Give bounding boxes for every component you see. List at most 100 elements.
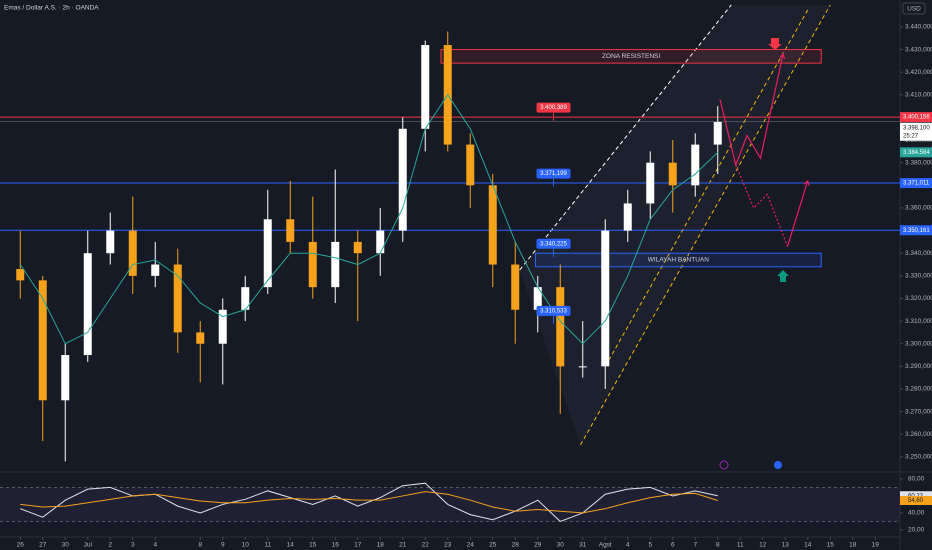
candle-body	[511, 264, 520, 310]
candle-body	[398, 128, 407, 231]
level-label: 3.371,011	[903, 181, 930, 187]
y-tick-label: 20,00	[908, 527, 925, 534]
y-tick-label: 3.360,000	[905, 205, 932, 212]
x-tick-label: 17	[354, 542, 362, 549]
x-tick-label: Agst	[599, 542, 612, 549]
x-tick-label: 21	[399, 542, 407, 549]
indicator-line	[20, 491, 718, 514]
candle-body	[61, 355, 70, 401]
candle-body	[218, 309, 227, 344]
x-tick-label: 18	[377, 542, 385, 549]
annotation-tag	[536, 305, 571, 316]
x-tick-label: 11	[264, 542, 271, 549]
x-tick-label: 18	[849, 542, 857, 549]
projection	[786, 180, 809, 247]
x-tick-label: 24	[467, 542, 475, 549]
y-tick-label: 3.280,000	[905, 386, 932, 393]
x-tick-label: 15	[827, 542, 835, 549]
x-tick-label: 10	[242, 542, 250, 549]
y-tick-label: 3.420,000	[905, 69, 932, 76]
x-tick-label: 4	[626, 542, 630, 549]
moving-average	[19, 93, 719, 345]
current-price-tag	[900, 122, 932, 141]
currency: USD	[907, 6, 921, 13]
level-tag	[900, 112, 932, 123]
annotation-label: 3.400,389	[540, 105, 567, 111]
x-tick-label: 28	[512, 542, 520, 549]
y-tick-label: 3.300,000	[905, 340, 932, 347]
x-tick-label: 12	[759, 542, 767, 549]
x-tick-label: 30	[557, 542, 565, 549]
indicator-tag	[900, 496, 932, 506]
chart-title: Emas / Dollar A.S. · 2h · OANDA	[4, 5, 99, 12]
y-tick-label: 3.340,000	[905, 250, 932, 257]
zone	[440, 49, 822, 64]
candle-body	[578, 366, 587, 368]
y-tick-label: 3.310,000	[905, 318, 932, 325]
y-tick-label: 3.250,000	[905, 454, 932, 461]
y-tick-label: 3.410,000	[905, 92, 932, 99]
candle-body	[421, 45, 430, 129]
candle-body	[196, 332, 205, 344]
candle-body	[691, 144, 700, 186]
countdown: 25:27	[903, 133, 919, 139]
y-tick-label: 3.430,000	[905, 46, 932, 53]
candle-body	[646, 162, 655, 204]
y-tick-label: 3.380,000	[905, 159, 932, 166]
flag-icon	[774, 461, 782, 469]
candle-body	[151, 264, 160, 276]
trendline	[604, 9, 809, 367]
y-tick-label: 80,00	[908, 476, 925, 483]
ma-tag	[900, 147, 932, 158]
y-tick-label: 3.330,000	[905, 273, 932, 280]
candle-body	[38, 280, 47, 401]
x-tick-label: 4	[153, 542, 157, 549]
x-tick-label: 25	[489, 542, 497, 549]
projection	[719, 53, 784, 167]
candle-body	[376, 230, 385, 254]
layers: 3.440,000 3.430,000 3.420,000 3.410,000 3.39…	[0, 4, 932, 549]
candle-body	[263, 219, 272, 288]
y-tick-label: 3.320,000	[905, 295, 932, 302]
y-tick-label: 40,00	[908, 510, 925, 517]
x-tick-label: 15	[309, 542, 317, 549]
zone-label: ZONA RESISTENSI	[602, 53, 660, 60]
y-tick-label: 3.290,000	[905, 363, 932, 370]
candle-body	[308, 241, 317, 288]
x-tick-label: 19	[872, 542, 880, 549]
level-tag	[900, 178, 932, 189]
annotation-tag	[536, 168, 571, 179]
x-tick-label: 3	[131, 542, 135, 549]
level-label: 3.350,161	[903, 228, 930, 234]
x-tick-label: 11	[737, 542, 744, 549]
projection-arrowhead	[779, 52, 786, 60]
x-tick-label: 27	[39, 542, 47, 549]
current-price-label: 3.398,100	[903, 125, 930, 131]
indicator-label: 54,60	[908, 498, 924, 504]
candle-body	[601, 230, 610, 367]
x-tick-label: Jul	[84, 542, 93, 549]
candle-body	[173, 264, 182, 333]
level-band	[0, 487, 900, 522]
indicator-tag	[900, 491, 932, 501]
x-tick-label: 26	[17, 542, 25, 549]
annotation-label: 3.371,199	[540, 171, 567, 177]
x-tick-label: 29	[534, 542, 542, 549]
projection-arrowhead	[803, 179, 810, 186]
y-tick-label: 3.260,000	[905, 431, 932, 438]
level-tag	[900, 225, 932, 236]
annotation-label: 3.310,533	[540, 308, 567, 314]
annotation-tag	[536, 238, 571, 249]
candle-body	[623, 203, 632, 231]
x-tick-label: 30	[62, 542, 70, 549]
x-tick-label: 9	[221, 542, 225, 549]
up-arrow-icon	[777, 270, 789, 282]
candle-body	[106, 230, 115, 254]
x-tick-label: 2	[108, 542, 112, 549]
candle-body	[556, 287, 565, 367]
candle-body	[713, 121, 722, 145]
annotation-label: 3.340,225	[540, 241, 567, 247]
